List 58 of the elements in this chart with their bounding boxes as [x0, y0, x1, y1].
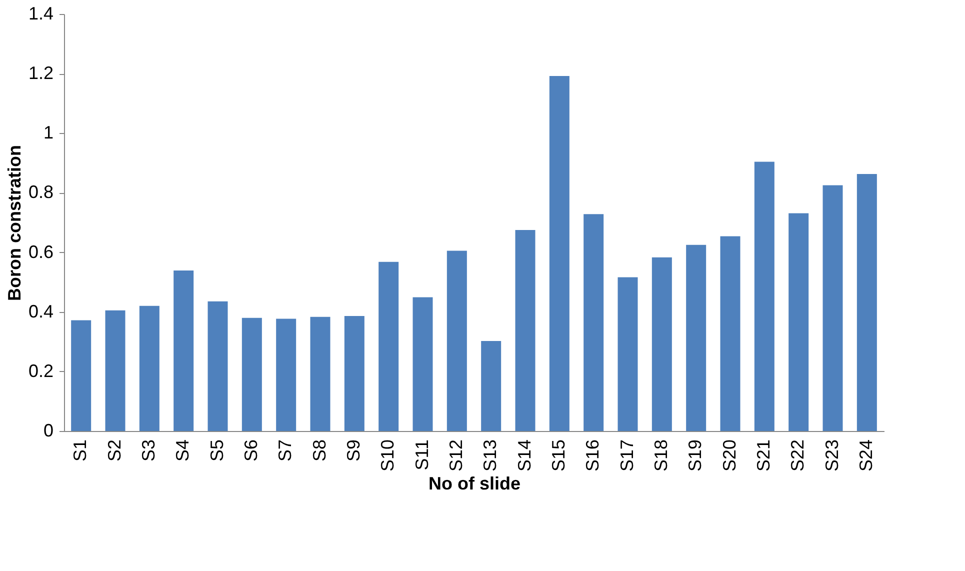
- bar: [856, 174, 877, 431]
- y-tick-label: 0.4: [28, 301, 54, 322]
- bar: [344, 316, 364, 431]
- y-tick-label: 0: [43, 420, 54, 440]
- bar: [378, 262, 399, 431]
- bar: [105, 310, 126, 431]
- y-tick-label: 0.8: [28, 182, 54, 202]
- x-tick-label: S1: [70, 440, 90, 462]
- x-tick-label: S21: [753, 440, 774, 472]
- x-tick-label: S12: [446, 440, 466, 472]
- x-tick-label: S5: [206, 440, 227, 462]
- bar: [412, 297, 433, 431]
- x-tick-label: S2: [104, 440, 124, 462]
- bar: [549, 76, 570, 431]
- bar: [618, 277, 638, 431]
- bar: [788, 213, 809, 431]
- bar: [71, 320, 92, 431]
- bar: [310, 316, 330, 431]
- y-tick-label: 0.6: [28, 242, 54, 262]
- x-tick-label: S7: [275, 440, 296, 462]
- x-tick-label: S24: [856, 440, 876, 472]
- y-tick-label: 0.2: [28, 360, 54, 381]
- bar: [174, 270, 194, 431]
- x-axis-title: No of slide: [428, 474, 521, 494]
- bar: [515, 230, 536, 431]
- bar: [139, 306, 160, 431]
- bar: [754, 162, 774, 431]
- x-tick-label: S14: [514, 440, 534, 472]
- x-tick-label: S16: [582, 440, 603, 472]
- bar: [720, 236, 740, 431]
- x-tick-label: S23: [822, 440, 842, 472]
- bar: [584, 214, 604, 431]
- y-axis-title: Boron constration: [4, 145, 24, 301]
- x-tick-label: S10: [378, 440, 398, 472]
- y-tick-label: 1.4: [28, 4, 54, 24]
- bar: [652, 257, 672, 431]
- x-tick-label: S17: [616, 440, 637, 472]
- bar: [481, 341, 502, 431]
- y-tick-label: 1: [43, 122, 54, 143]
- bar: [242, 318, 262, 431]
- x-tick-label: S13: [480, 440, 500, 472]
- bar: [208, 301, 228, 431]
- bar: [276, 318, 296, 431]
- bar: [822, 185, 843, 431]
- x-tick-label: S8: [309, 440, 330, 462]
- bar: [686, 244, 706, 431]
- x-tick-label: S20: [719, 440, 740, 472]
- x-tick-label: S19: [685, 440, 706, 472]
- x-tick-label: S4: [172, 440, 193, 462]
- x-tick-label: S18: [650, 440, 671, 472]
- x-tick-label: S11: [412, 440, 432, 470]
- x-tick-label: S6: [240, 440, 261, 462]
- x-tick-label: S9: [343, 440, 364, 462]
- x-tick-label: S3: [138, 440, 158, 462]
- x-tick-label: S22: [788, 440, 808, 472]
- y-tick-label: 1.2: [28, 63, 54, 84]
- bar: [446, 250, 467, 431]
- x-tick-label: S15: [548, 440, 568, 472]
